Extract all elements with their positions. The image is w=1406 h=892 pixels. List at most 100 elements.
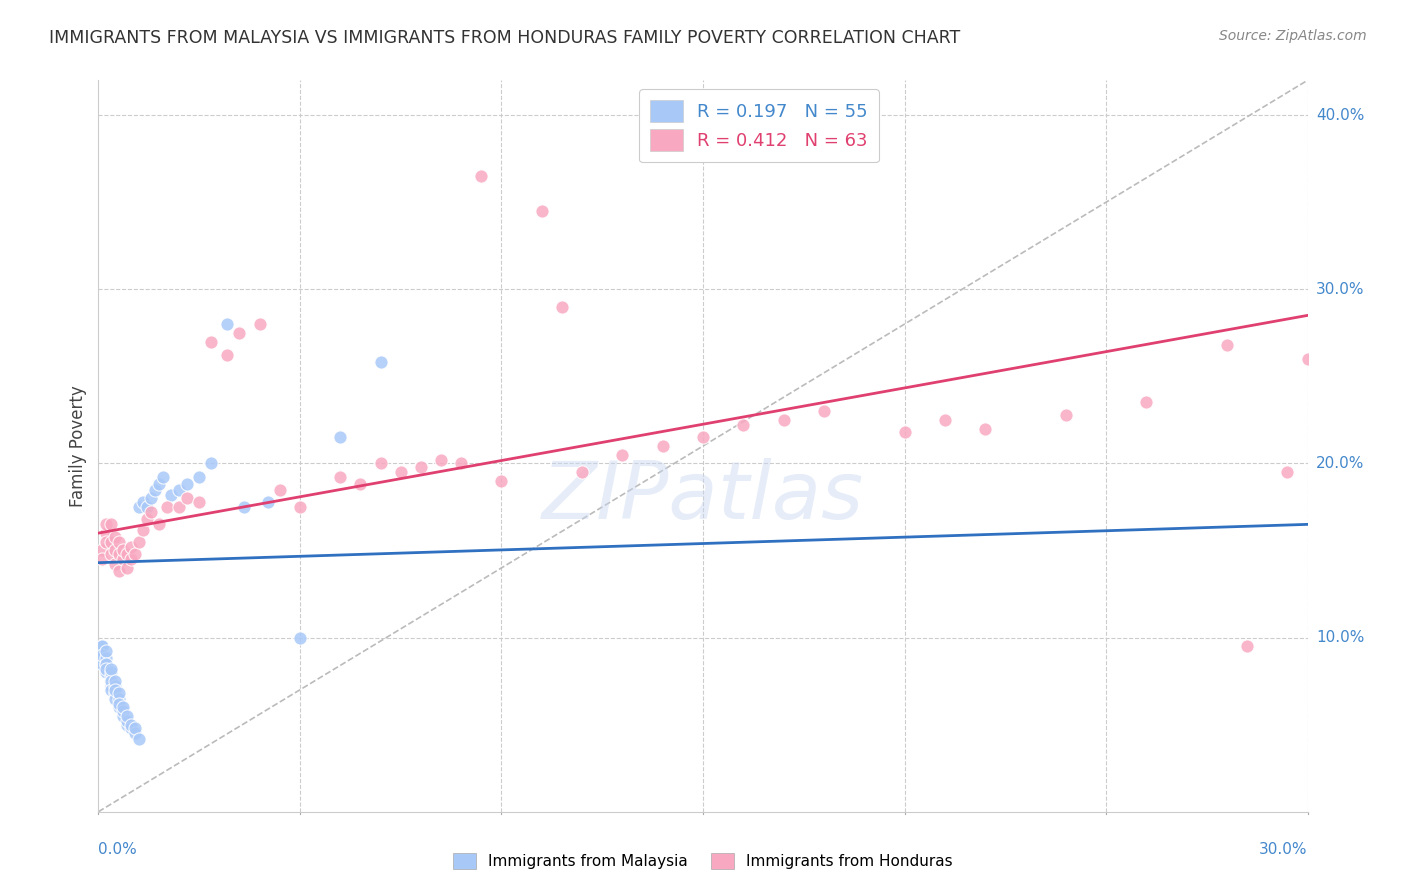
Point [188, 470, 211, 484]
Legend: Immigrants from Malaysia, Immigrants from Honduras: Immigrants from Malaysia, Immigrants fro… [447, 847, 959, 875]
Point [551, 300, 574, 314]
Point [96, 651, 118, 665]
Point [1277, 465, 1299, 479]
Point [107, 565, 129, 579]
Point [934, 413, 956, 427]
Point [249, 317, 271, 331]
Point [1236, 640, 1258, 654]
Point [132, 494, 155, 508]
Point [103, 691, 125, 706]
Point [111, 704, 134, 718]
Point [228, 326, 250, 340]
Point [370, 355, 392, 369]
Point [135, 512, 157, 526]
Point [571, 465, 593, 479]
Text: 20.0%: 20.0% [1316, 456, 1364, 471]
Point [733, 418, 755, 433]
Point [1135, 395, 1157, 409]
Point [103, 682, 125, 697]
Point [232, 500, 254, 514]
Text: IMMIGRANTS FROM MALAYSIA VS IMMIGRANTS FROM HONDURAS FAMILY POVERTY CORRELATION : IMMIGRANTS FROM MALAYSIA VS IMMIGRANTS F… [49, 29, 960, 46]
Text: Source: ZipAtlas.com: Source: ZipAtlas.com [1219, 29, 1367, 43]
Point [148, 517, 170, 532]
Point [200, 334, 222, 349]
Point [409, 459, 432, 474]
Point [128, 534, 150, 549]
Point [103, 543, 125, 558]
Point [100, 547, 122, 561]
Point [139, 505, 162, 519]
Point [651, 439, 673, 453]
Point [100, 682, 122, 697]
Point [288, 631, 311, 645]
Point [120, 540, 142, 554]
Point [96, 662, 118, 676]
Point [470, 169, 492, 183]
Point [96, 526, 118, 541]
Point [115, 717, 138, 731]
Point [772, 413, 794, 427]
Point [329, 430, 352, 444]
Point [143, 483, 166, 497]
Point [135, 500, 157, 514]
Point [256, 494, 278, 508]
Point [91, 640, 114, 654]
Point [813, 404, 835, 418]
Point [132, 523, 155, 537]
Point [148, 477, 170, 491]
Point [139, 491, 162, 506]
Point [100, 674, 122, 689]
Point [111, 543, 134, 558]
Point [974, 421, 997, 435]
Point [124, 721, 146, 735]
Point [156, 500, 179, 514]
Point [450, 457, 472, 471]
Point [111, 552, 134, 566]
Point [96, 657, 118, 671]
Point [176, 477, 198, 491]
Point [349, 477, 371, 491]
Point [100, 669, 122, 683]
Point [124, 726, 146, 740]
Point [389, 465, 412, 479]
Point [107, 547, 129, 561]
Point [100, 665, 122, 680]
Point [103, 530, 125, 544]
Point [115, 547, 138, 561]
Point [128, 500, 150, 514]
Point [115, 561, 138, 575]
Point [217, 317, 239, 331]
Point [329, 470, 352, 484]
Point [692, 430, 714, 444]
Point [288, 500, 311, 514]
Text: 30.0%: 30.0% [1260, 842, 1308, 857]
Point [91, 648, 114, 662]
Point [107, 691, 129, 706]
Text: 10.0%: 10.0% [1316, 630, 1364, 645]
Point [893, 425, 915, 439]
Text: 0.0%: 0.0% [98, 842, 138, 857]
Point [100, 662, 122, 676]
Point [100, 517, 122, 532]
Point [91, 552, 114, 566]
Point [107, 697, 129, 711]
Point [152, 470, 174, 484]
Point [1054, 408, 1077, 422]
Point [269, 483, 291, 497]
Point [128, 731, 150, 746]
Point [103, 674, 125, 689]
Text: 40.0%: 40.0% [1316, 108, 1364, 122]
Point [96, 517, 118, 532]
Point [103, 679, 125, 693]
Point [107, 534, 129, 549]
Text: 30.0%: 30.0% [1316, 282, 1364, 297]
Point [115, 709, 138, 723]
Point [91, 543, 114, 558]
Point [100, 534, 122, 549]
Point [120, 717, 142, 731]
Point [167, 500, 190, 514]
Point [111, 709, 134, 723]
Point [100, 679, 122, 693]
Point [1296, 351, 1319, 366]
Point [91, 657, 114, 671]
